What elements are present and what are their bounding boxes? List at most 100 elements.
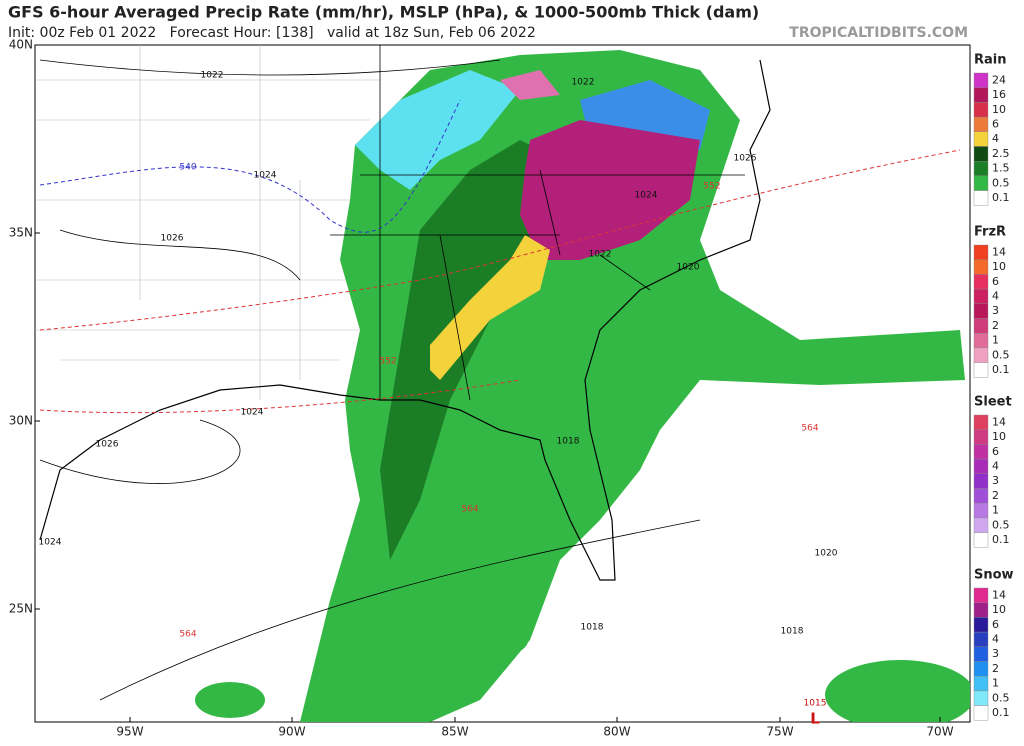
legend-swatch [973, 458, 989, 475]
legend-title: Rain [974, 53, 1007, 68]
legend-level: 14 [992, 588, 1006, 601]
legend-swatch [973, 705, 989, 721]
legend-level: 0.5 [992, 691, 1010, 704]
legend-swatch [973, 617, 989, 633]
legend-level: 10 [992, 260, 1006, 273]
legend-level: 6 [992, 618, 999, 631]
legend-level: 2.5 [992, 147, 1010, 160]
legend-level: 0.1 [992, 191, 1010, 204]
lat-label: 30N [9, 414, 33, 428]
precip-snow [355, 70, 520, 190]
legend-swatch [973, 414, 989, 430]
contour-label: 1020 [815, 549, 838, 559]
legend-level: 0.1 [992, 363, 1010, 376]
contour-label: 552 [703, 182, 720, 192]
legend-level: 2 [992, 489, 999, 502]
legend-swatch [973, 602, 989, 618]
legend-swatch [973, 318, 989, 334]
legend-title: FrzR [974, 225, 1006, 240]
legend-swatch [973, 116, 989, 132]
legend-level: 6 [992, 275, 999, 288]
contour-label: 1022 [572, 78, 595, 88]
legend-level: 14 [992, 245, 1006, 258]
legend-swatch [973, 102, 989, 118]
legend-swatch [973, 631, 989, 647]
legend-level: 10 [992, 103, 1006, 116]
legend-level: 0.5 [992, 348, 1010, 361]
lat-label: 25N [9, 602, 33, 616]
legend-level: 3 [992, 474, 999, 487]
legend-title: Sleet [974, 395, 1012, 410]
legend-swatch [973, 72, 989, 88]
legend-swatch [973, 259, 989, 275]
legend-level: 4 [992, 132, 999, 145]
contour-label: 540 [179, 163, 196, 173]
legend-swatch [973, 131, 989, 147]
precip-frzr [500, 70, 560, 100]
isobars [39, 59, 701, 701]
legend-swatch [973, 347, 989, 363]
precip-rain [195, 682, 265, 718]
contour-label: 552 [379, 357, 396, 367]
legend-level: 0.1 [992, 533, 1010, 546]
legend-swatch [973, 587, 989, 603]
contour-label: 1024 [254, 171, 277, 181]
lon-label: 80W [603, 725, 630, 739]
contour-label: 564 [179, 630, 196, 640]
contour-label: 1022 [589, 250, 612, 260]
title: GFS 6-hour Averaged Precip Rate (mm/hr),… [8, 3, 759, 22]
legend-level: 6 [992, 445, 999, 458]
legend-swatch [973, 175, 989, 191]
legend-level: 2 [992, 319, 999, 332]
legend-swatch [973, 333, 989, 349]
thickness-540 [39, 99, 461, 233]
legend-level: 1 [992, 334, 999, 347]
contour-label: 1024 [39, 538, 62, 548]
legend-swatch [973, 274, 989, 290]
legend-swatch [973, 444, 989, 460]
coastline [39, 59, 771, 581]
legend-level: 14 [992, 415, 1006, 428]
legend-swatch [973, 87, 989, 103]
legend-level: 16 [992, 88, 1006, 101]
legend-level: 24 [992, 73, 1006, 86]
legend-swatch [973, 362, 989, 378]
legend-swatch [973, 160, 989, 177]
contour-label: 1024 [241, 408, 264, 418]
contour-label: 1024 [635, 191, 658, 201]
contour-label: 1026 [734, 154, 757, 164]
legend-level: 2 [992, 662, 999, 675]
legend-swatch [973, 190, 989, 206]
legend-level: 1 [992, 677, 999, 690]
legend-swatch [973, 661, 989, 677]
lat-label: 35N [9, 226, 33, 240]
contour-label: 1026 [161, 234, 184, 244]
legend-swatch [973, 429, 989, 445]
thickness-contours [39, 149, 961, 414]
legend-swatch [973, 288, 989, 305]
precip-rain [825, 660, 970, 722]
legend-swatch [973, 303, 989, 319]
legend-swatch [973, 146, 989, 162]
low-marker: L [810, 710, 820, 728]
lon-label: 85W [441, 725, 468, 739]
contour-label: 1020 [677, 263, 700, 273]
legend-level: 0.1 [992, 706, 1010, 719]
legend-swatch [973, 646, 989, 662]
legend-swatch [973, 532, 989, 548]
precip-mix [520, 120, 700, 260]
legend-swatch [973, 244, 989, 260]
contour-label: 564 [461, 505, 478, 515]
legend-swatch [973, 488, 989, 504]
precip-rain [508, 590, 532, 650]
contour-label: 1018 [781, 627, 804, 637]
legend-level: 4 [992, 459, 999, 472]
lat-label: 40N [9, 38, 33, 52]
legend-level: 0.5 [992, 518, 1010, 531]
contour-label: 1015 [804, 699, 827, 709]
legend-title: Snow [974, 568, 1014, 583]
lon-label: 90W [278, 725, 305, 739]
legend-swatch [973, 517, 989, 533]
legend-level: 3 [992, 304, 999, 317]
legend-level: 0.5 [992, 176, 1010, 189]
